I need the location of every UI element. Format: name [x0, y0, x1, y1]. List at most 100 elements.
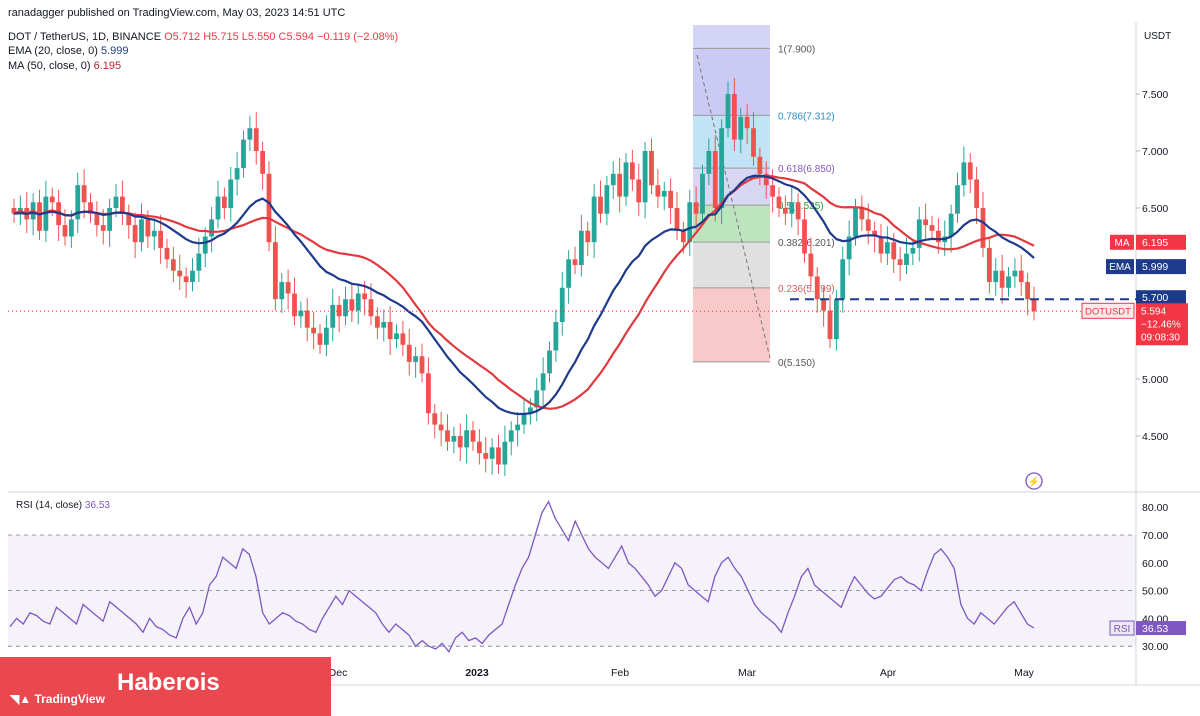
candle-body: [362, 293, 368, 300]
candle-body: [591, 196, 597, 243]
candle-body: [515, 424, 521, 431]
fib-zone: [693, 242, 770, 288]
candle-body: [642, 151, 648, 203]
rsi-tick-label: 70.00: [1142, 530, 1168, 542]
candle-body: [693, 202, 699, 214]
candle-body: [585, 230, 591, 243]
candle-body: [126, 213, 132, 226]
candle-body: [629, 162, 635, 180]
candle-body: [738, 116, 744, 140]
candle-body: [598, 196, 603, 214]
candle-body: [751, 128, 756, 157]
candle-body: [451, 436, 457, 442]
candle-body: [190, 270, 195, 283]
ma-legend[interactable]: MA (50, close, 0) 6.195: [8, 60, 121, 72]
price-value-line: −12.46%: [1141, 319, 1181, 330]
candle-body: [929, 225, 935, 231]
candle-body: [1006, 276, 1011, 288]
candle-body: [285, 282, 291, 294]
ema-value: 5.999: [100, 45, 129, 57]
time-label: Apr: [880, 667, 897, 679]
candle-body: [425, 373, 431, 414]
candlestick-series: [11, 78, 1037, 476]
candle-body: [317, 333, 323, 345]
candle-body: [196, 253, 202, 271]
time-label: May: [1014, 667, 1035, 679]
fib-zone: [693, 205, 770, 243]
ema-legend[interactable]: EMA (20, close, 0) 5.999: [8, 45, 128, 57]
ema-label: EMA (20, close, 0): [8, 45, 98, 57]
fib-zone: [693, 48, 770, 116]
candle-body: [833, 299, 839, 340]
ohlc-change: −0.119 (−2.08%): [317, 31, 399, 43]
candle-body: [649, 151, 654, 186]
candle-body: [464, 430, 470, 448]
candle-body: [725, 94, 731, 129]
axis-currency: USDT: [1144, 31, 1171, 42]
candle-body: [744, 116, 750, 129]
candle-body: [394, 333, 399, 340]
fib-zone: [693, 115, 770, 169]
rsi-legend[interactable]: RSI (14, close) 36.53: [16, 500, 110, 511]
candle-body: [183, 276, 189, 283]
candle-body: [177, 270, 183, 277]
candle-body: [247, 128, 253, 140]
lightning-icon: ⚡: [1028, 475, 1040, 488]
candle-body: [795, 202, 801, 220]
candle-body: [853, 208, 858, 237]
price-value-box: [1136, 303, 1188, 346]
candle-body: [910, 247, 916, 254]
level-badge-value-text: 5.700: [1142, 292, 1168, 304]
candle-body: [763, 173, 769, 186]
fib-zone-top: [693, 25, 770, 49]
candle-body: [343, 299, 348, 317]
candle-body: [292, 293, 297, 317]
candle-body: [445, 430, 450, 442]
candle-body: [253, 128, 259, 151]
rsi-band: [8, 535, 1136, 647]
candle-body: [846, 236, 852, 260]
candle-body: [808, 253, 814, 277]
chart-grid: [8, 0, 1200, 716]
candle-body: [164, 247, 170, 260]
candle-body: [355, 293, 361, 311]
watermark-banner: Haberois ◥▲ TradingView: [0, 657, 331, 716]
candle-body: [413, 356, 419, 362]
time-label: Dec: [329, 667, 348, 679]
candle-body: [49, 196, 55, 203]
candle-body: [884, 242, 890, 254]
ma-badge-tag-text: MA: [1115, 238, 1130, 249]
fib-zone: [693, 287, 770, 362]
candle-body: [387, 322, 393, 340]
candle-body: [11, 208, 17, 214]
candle-body: [923, 219, 929, 226]
tradingview-icon: ◥▲: [10, 692, 35, 706]
candle-body: [470, 430, 476, 442]
candle-body: [221, 196, 227, 208]
rsi-tick-label: 30.00: [1142, 641, 1168, 653]
fib-trend-line: [696, 54, 771, 359]
symbol-legend[interactable]: DOT / TetherUS, 1D, BINANCE O5.712 H5.71…: [8, 31, 398, 43]
candle-body: [304, 310, 310, 328]
candle-body: [496, 447, 501, 465]
candle-body: [999, 270, 1005, 288]
candle-body: [878, 236, 884, 254]
rsi-tick-label: 60.00: [1142, 558, 1168, 570]
tradingview-logo[interactable]: ◥▲ TradingView: [10, 692, 105, 706]
fib-level-label: 1(7.900): [778, 44, 815, 55]
ohlc-low: L5.550: [241, 31, 276, 43]
candle-body: [661, 190, 667, 197]
candle-body: [215, 196, 221, 220]
rsi-tag-text: RSI: [1114, 624, 1131, 635]
candle-body: [610, 173, 616, 186]
candle-body: [1012, 270, 1018, 277]
candle-body: [617, 173, 623, 197]
candle-body: [241, 139, 246, 169]
ma-badge-tag: [1110, 234, 1134, 250]
candle-body: [483, 453, 489, 459]
fib-level-label: 0.786(7.312): [778, 111, 835, 122]
time-label: Mar: [738, 667, 757, 679]
ema-badge-tag-text: EMA: [1109, 262, 1131, 273]
